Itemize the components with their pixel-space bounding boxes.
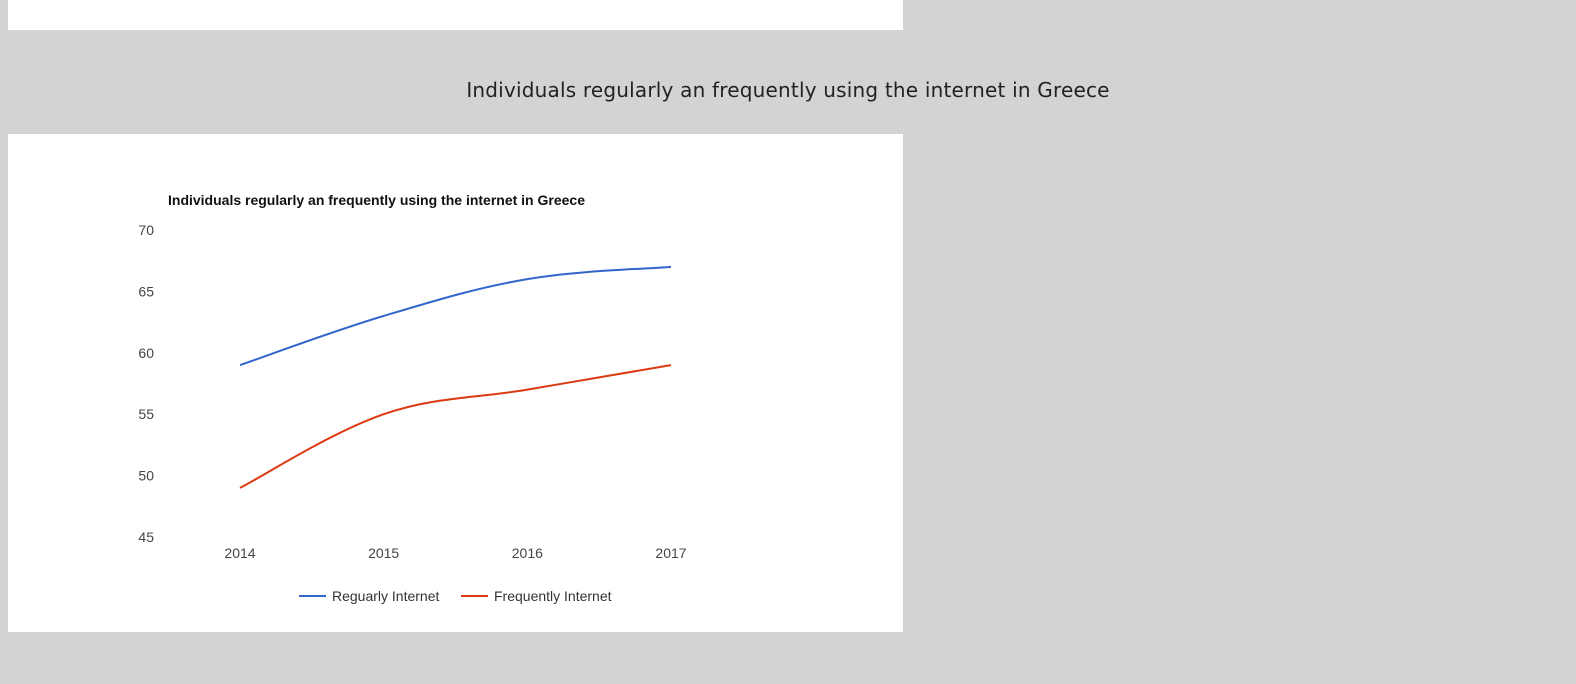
legend-label: Frequently Internet [494, 588, 612, 604]
y-tick-label: 60 [138, 345, 154, 361]
y-tick-label: 55 [138, 406, 154, 422]
legend-item[interactable]: Frequently Internet [461, 588, 612, 604]
section-heading: Individuals regularly an frequently usin… [466, 78, 1110, 102]
x-axis: 2014 2015 2016 2017 [224, 545, 686, 561]
legend-label: Reguarly Internet [332, 588, 440, 604]
y-tick-label: 45 [138, 529, 154, 545]
x-tick-label: 2016 [512, 545, 543, 561]
series-lines [239, 265, 672, 489]
x-tick-label: 2017 [655, 545, 686, 561]
chart-title: Individuals regularly an frequently usin… [168, 192, 585, 208]
line-chart: Individuals regularly an frequently usin… [138, 192, 686, 604]
legend[interactable]: Reguarly Internet Frequently Internet [299, 588, 612, 604]
top-card [8, 0, 903, 30]
x-tick-label: 2014 [224, 545, 255, 561]
legend-item[interactable]: Reguarly Internet [299, 588, 440, 604]
y-axis: 45 50 55 60 65 70 [138, 222, 154, 545]
series-line-0[interactable] [239, 265, 672, 367]
chart-card: Individuals regularly an frequently usin… [8, 134, 903, 632]
y-tick-label: 50 [138, 468, 154, 484]
x-tick-label: 2015 [368, 545, 399, 561]
series-line-1[interactable] [239, 364, 672, 489]
y-tick-label: 70 [138, 222, 154, 238]
y-tick-label: 65 [138, 283, 154, 299]
